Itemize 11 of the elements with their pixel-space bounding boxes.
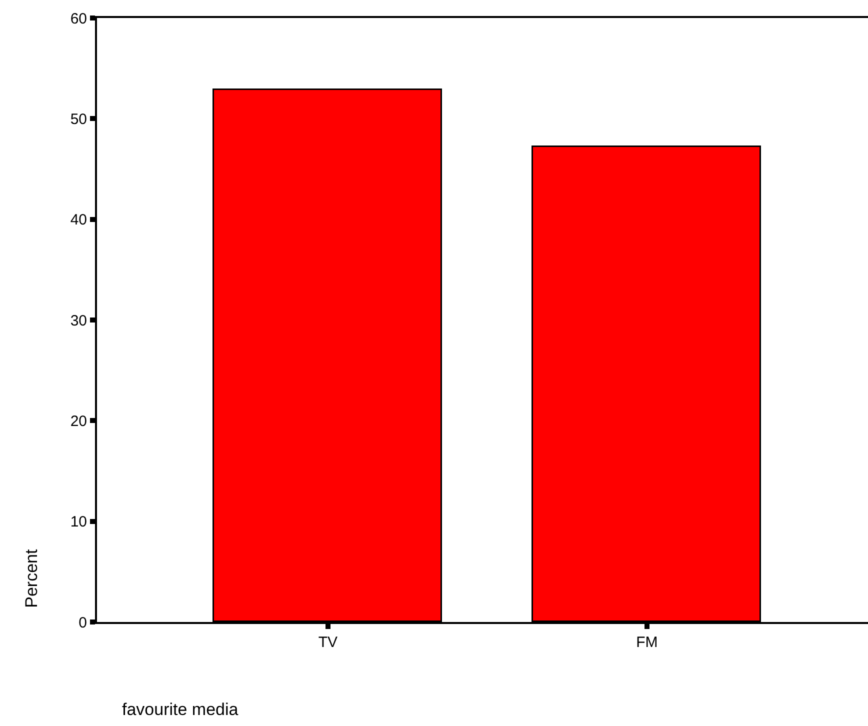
y-tick-label: 10 [70, 514, 87, 531]
y-axis-title: Percent [22, 549, 42, 608]
y-tick-label: 20 [70, 412, 87, 430]
y-tick-label: 30 [70, 312, 87, 330]
x-tick-label: TV [318, 634, 338, 651]
y-tick-label: 40 [70, 212, 87, 229]
y-tick-label: 0 [78, 614, 87, 632]
y-tick-label: 60 [70, 10, 87, 28]
x-axis-title: favourite media [122, 700, 239, 719]
y-tick-label: 50 [70, 110, 87, 128]
x-tick-label: FM [636, 634, 658, 651]
